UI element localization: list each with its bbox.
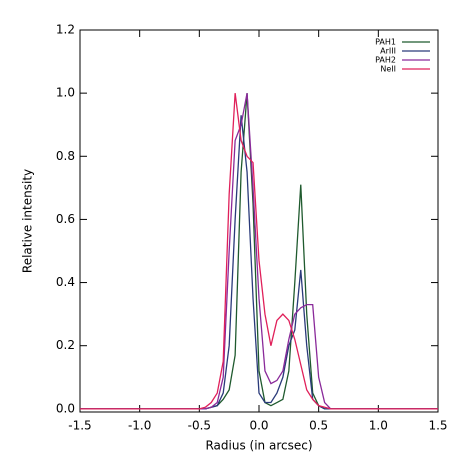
x-tick-label: -1.5 (68, 419, 91, 433)
legend-label: NeII (380, 65, 396, 74)
y-tick-label: 0.8 (56, 149, 75, 163)
y-tick-label: 0.4 (56, 275, 75, 289)
x-tick-label: 1.0 (369, 419, 388, 433)
x-tick-label: -0.5 (188, 419, 211, 433)
series-line (80, 93, 438, 410)
series-line (80, 115, 438, 410)
legend-label: PAH2 (375, 56, 396, 65)
legend-label: ArIII (380, 47, 396, 56)
y-axis-label: Relative intensity (21, 169, 35, 273)
y-tick-label: 0.2 (56, 338, 75, 352)
x-tick-label: 0.0 (249, 419, 268, 433)
x-tick-label: 0.5 (309, 419, 328, 433)
x-tick-label: 1.5 (428, 419, 447, 433)
legend-label: PAH1 (375, 38, 396, 47)
series-line (80, 93, 438, 410)
y-tick-label: 1.0 (56, 86, 75, 100)
y-tick-label: 0.6 (56, 212, 75, 226)
x-tick-label: -1.0 (128, 419, 151, 433)
y-tick-label: 0.0 (56, 401, 75, 415)
x-axis-label: Radius (in arcsec) (205, 439, 312, 453)
y-tick-label: 1.2 (56, 23, 75, 37)
